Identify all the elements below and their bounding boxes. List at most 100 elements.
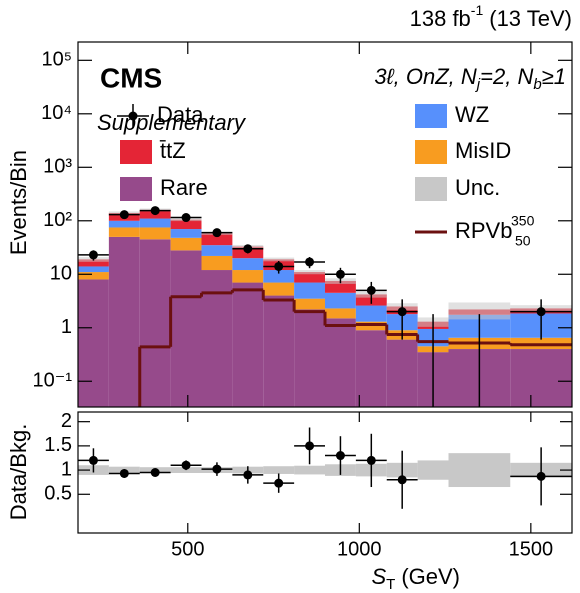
data-point [119,210,129,220]
y-tick-label: 1 [61,316,72,338]
stack-bar [263,295,295,407]
x-axis-symbol: S [371,564,386,589]
ratio-uncertainty-band [170,467,202,473]
experiment-label: CMS [100,62,162,93]
legend-label: Data [157,102,204,127]
data-point [150,206,160,216]
data-point [536,307,546,317]
data-point [88,250,98,260]
lumi-exponent: -1 [471,2,484,18]
stack-bar [325,308,356,319]
stack-bar [325,292,356,309]
x-axis-label: ST (GeV) [371,564,460,593]
stack-bar [201,245,233,256]
legend-signal-sup: 350 [511,213,535,229]
legend-label: t̄tZ [160,138,186,163]
ratio-point [397,475,407,485]
x-axis-unit: (GeV) [401,564,460,589]
stack-bar [294,272,325,283]
legend-label: Rare [160,175,208,200]
legend-label: Unc. [455,175,500,200]
ratio-point [243,470,253,480]
stack-bar [355,305,387,322]
lumi-value: 138 fb [410,6,471,31]
stack-bar [139,218,171,228]
x-tick-label: 500 [171,538,204,560]
ratio-uncertainty-band [263,466,295,474]
region-subscript: j [475,76,481,93]
y-tick-label: 10² [43,209,72,231]
legend-swatch [120,177,152,201]
stack-bar [108,227,140,237]
ratio-y-axis-label: Data/Bkg. [6,424,31,521]
stack-bar [294,309,325,407]
data-point [335,269,345,279]
legend-label: MisID [455,138,511,163]
data-point [305,257,315,267]
stack-bar [170,250,202,407]
energy-label: (13 TeV) [489,6,572,31]
ratio-y-tick-label: 1.5 [44,434,72,456]
stack-bar [78,266,109,273]
stack-bar [232,270,264,283]
ratio-point [305,441,315,451]
signal-name: RPVb [455,218,512,243]
stack-bar [78,272,109,280]
legend-swatch [415,140,447,164]
y-tick-label: 10 [50,263,72,285]
stack-bar [263,282,295,296]
region-text: ≥1 [542,64,566,89]
uncertainty-band [294,270,325,275]
data-point [181,213,191,223]
legend-swatch [415,177,447,201]
stack-bar [294,298,325,310]
stack-bar [108,220,140,228]
ratio-point [150,468,160,477]
data-point [366,285,376,295]
main-plot-area [78,206,572,407]
stack-bar [201,255,233,271]
legend-signal-sub: 50 [515,233,531,249]
x-axis-subscript: T [386,576,395,593]
y-axis-label: Events/Bin [6,150,31,255]
legend-swatch [415,104,447,128]
stack-bar [325,280,356,293]
ratio-point [212,464,222,474]
stack-bar [232,282,264,407]
ratio-y-tick-label: 1 [61,458,72,480]
stack-bar [78,279,109,407]
legend-data-marker [128,111,138,121]
stack-bar [232,258,264,271]
ratio-uncertainty-band [448,453,511,488]
stack-bar [78,259,109,267]
ratio-point [274,478,284,488]
stack-bar [325,318,356,407]
y-tick-label: 10³ [43,156,72,178]
data-point [274,261,284,271]
stack-bar [170,237,202,251]
data-point [397,307,407,317]
stack-bar [170,219,202,230]
ratio-point [88,455,98,465]
x-tick-label: 1500 [509,538,554,560]
region-subscript: b [533,76,541,93]
ratio-point [119,468,129,478]
stack-bar [139,227,171,240]
y-tick-label: 10⁴ [41,102,72,124]
ratio-uncertainty-band [417,460,449,480]
data-point [212,228,222,238]
ratio-uncertainty-band [294,465,325,475]
lumi-label: 138 fb-1 (13 TeV) [410,2,572,31]
y-tick-label: 10⁵ [41,49,72,71]
ratio-point [335,451,345,461]
uncertainty-band [448,302,511,320]
data-point [243,244,253,254]
stack-bar [510,349,572,407]
region-label: 3ℓ, OnZ, Nj=2, Nb≥1 [374,64,566,93]
stack-bar [355,330,387,407]
ratio-point [536,471,546,481]
y-tick-label: 10⁻¹ [33,370,73,392]
stack-bar [139,239,171,407]
ratio-plot-area [78,427,572,509]
